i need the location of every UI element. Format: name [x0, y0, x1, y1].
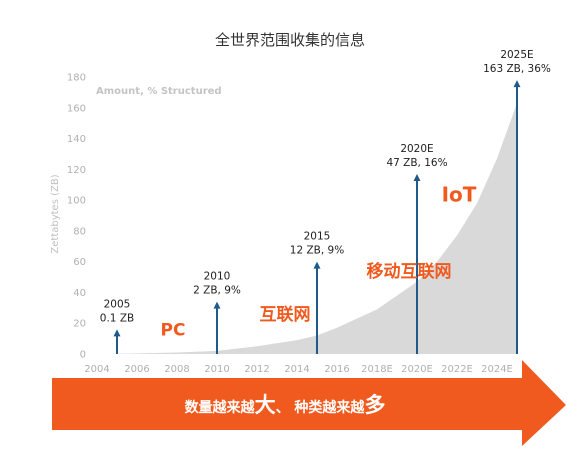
x-tick-label: 2014 [284, 364, 309, 375]
y-tick-label: 140 [67, 134, 86, 145]
annotation-value: 12 ZB, 9% [290, 245, 344, 257]
x-tick-label: 2012 [244, 364, 269, 375]
annotation-value: 2 ZB, 9% [193, 285, 241, 297]
annotation-arrow-head [513, 80, 521, 88]
x-tick-label: 2016 [324, 364, 349, 375]
x-tick-label: 2010 [204, 364, 229, 375]
banner-arrow [52, 360, 566, 446]
y-tick-label: 160 [67, 103, 86, 114]
x-tick-label: 2006 [124, 364, 149, 375]
annotation-year: 2005 [104, 298, 131, 310]
y-tick-label: 120 [67, 165, 86, 176]
x-tick-label: 2020E [401, 364, 433, 375]
chart-subtitle: Amount, % Structured [96, 86, 222, 97]
annotation-year: 2010 [204, 271, 231, 283]
y-tick-label: 180 [67, 73, 86, 84]
x-tick-label: 2024E [481, 364, 513, 375]
banner: 数量越来越大、 种类越来越多 [52, 360, 566, 446]
annotations: 2005 0.1 ZB 2010 2 ZB, 9% 2015 12 ZB, 9% 2020E… [100, 49, 551, 354]
chart-title: 全世界范围收集的信息 [215, 31, 365, 49]
era-label: 互联网 [260, 305, 311, 325]
annotation-value: 0.1 ZB [100, 312, 134, 324]
y-tick-label: 60 [73, 257, 86, 268]
annotation-arrow-head [113, 329, 121, 337]
annotation-arrow-head [313, 261, 321, 269]
annotation-year: 2015 [304, 231, 331, 243]
era-label: PC [161, 321, 186, 341]
y-tick-label: 20 [73, 319, 86, 330]
y-axis-ticks: 0 20 40 60 80 100 120 140 160 180 [67, 73, 86, 361]
annotation-arrow-head [213, 301, 221, 309]
banner-text: 数量越来越大、 种类越来越多 [185, 393, 386, 417]
annotation-value: 163 ZB, 36% [483, 63, 551, 75]
annotation-year: 2020E [400, 143, 433, 155]
x-tick-label: 2018E [361, 364, 393, 375]
x-axis-ticks: 2004 2006 2008 2010 2012 2014 2016 2018E 2020E 20… [84, 364, 513, 375]
x-tick-label: 2004 [84, 364, 109, 375]
era-label: IoT [442, 183, 477, 207]
y-tick-label: 100 [67, 196, 86, 207]
annotation-value: 47 ZB, 16% [386, 157, 447, 169]
annotation-arrow-head [413, 173, 421, 181]
x-tick-label: 2008 [164, 364, 189, 375]
era-labels: PC 互联网 移动互联网 IoT [161, 183, 477, 341]
era-label: 移动互联网 [367, 261, 452, 282]
y-tick-label: 40 [73, 288, 86, 299]
y-tick-label: 0 [80, 350, 86, 361]
y-tick-label: 80 [73, 226, 86, 237]
y-axis-label: Zettabytes (ZB) [50, 174, 61, 253]
x-tick-label: 2022E [441, 364, 473, 375]
annotation-year: 2025E [500, 49, 533, 61]
